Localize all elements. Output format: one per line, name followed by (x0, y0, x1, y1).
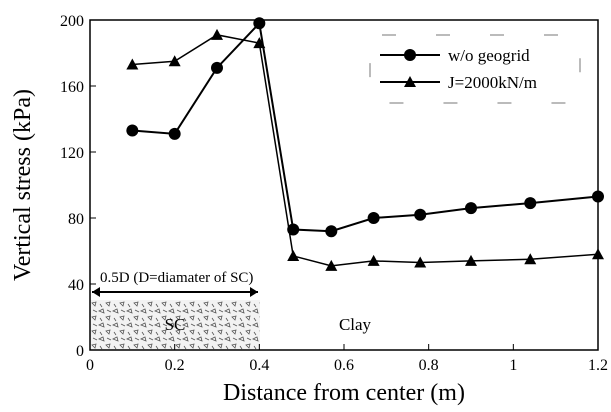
y-axis-title: Vertical stress (kPa) (10, 89, 36, 281)
marker (414, 208, 427, 221)
marker (592, 190, 604, 203)
y-tick-label: 0 (76, 343, 84, 360)
marker (253, 37, 266, 49)
marker (592, 248, 604, 260)
legend-label: w/o geogrid (448, 46, 530, 65)
x-axis-title: Distance from center (m) (223, 380, 465, 406)
x-tick-label: 1 (509, 357, 517, 374)
legend-label: J=2000kN/m (448, 73, 537, 92)
y-tick-label: 160 (60, 79, 84, 96)
sc-region (90, 300, 260, 350)
legend-box (369, 34, 581, 104)
y-tick-label: 40 (68, 277, 84, 294)
marker (325, 259, 338, 271)
marker (126, 58, 139, 70)
y-tick-label: 120 (60, 145, 84, 162)
marker (524, 253, 537, 265)
marker (414, 256, 427, 268)
x-tick-label: 0.4 (249, 357, 269, 374)
marker (287, 249, 300, 261)
marker (367, 254, 380, 266)
marker (404, 49, 416, 61)
x-tick-label: 0.2 (165, 357, 185, 374)
x-tick-label: 1.2 (588, 357, 608, 374)
annotation: SC (165, 315, 186, 334)
marker (524, 197, 537, 210)
marker (367, 212, 380, 224)
marker (211, 28, 223, 40)
marker (126, 124, 139, 137)
marker (168, 55, 181, 67)
marker (253, 17, 266, 30)
x-tick-label: 0.8 (419, 357, 439, 374)
marker (465, 202, 477, 215)
annotation: Clay (339, 315, 372, 334)
x-tick-label: 0 (86, 357, 94, 374)
marker (325, 225, 338, 238)
marker (465, 254, 477, 266)
annotation: 0.5D (D=diamater of SC) (100, 270, 253, 286)
y-tick-label: 200 (60, 13, 84, 30)
y-tick-label: 80 (68, 211, 84, 228)
x-tick-label: 0.6 (334, 357, 354, 374)
marker (404, 76, 416, 87)
marker (168, 127, 181, 140)
marker (211, 61, 223, 74)
